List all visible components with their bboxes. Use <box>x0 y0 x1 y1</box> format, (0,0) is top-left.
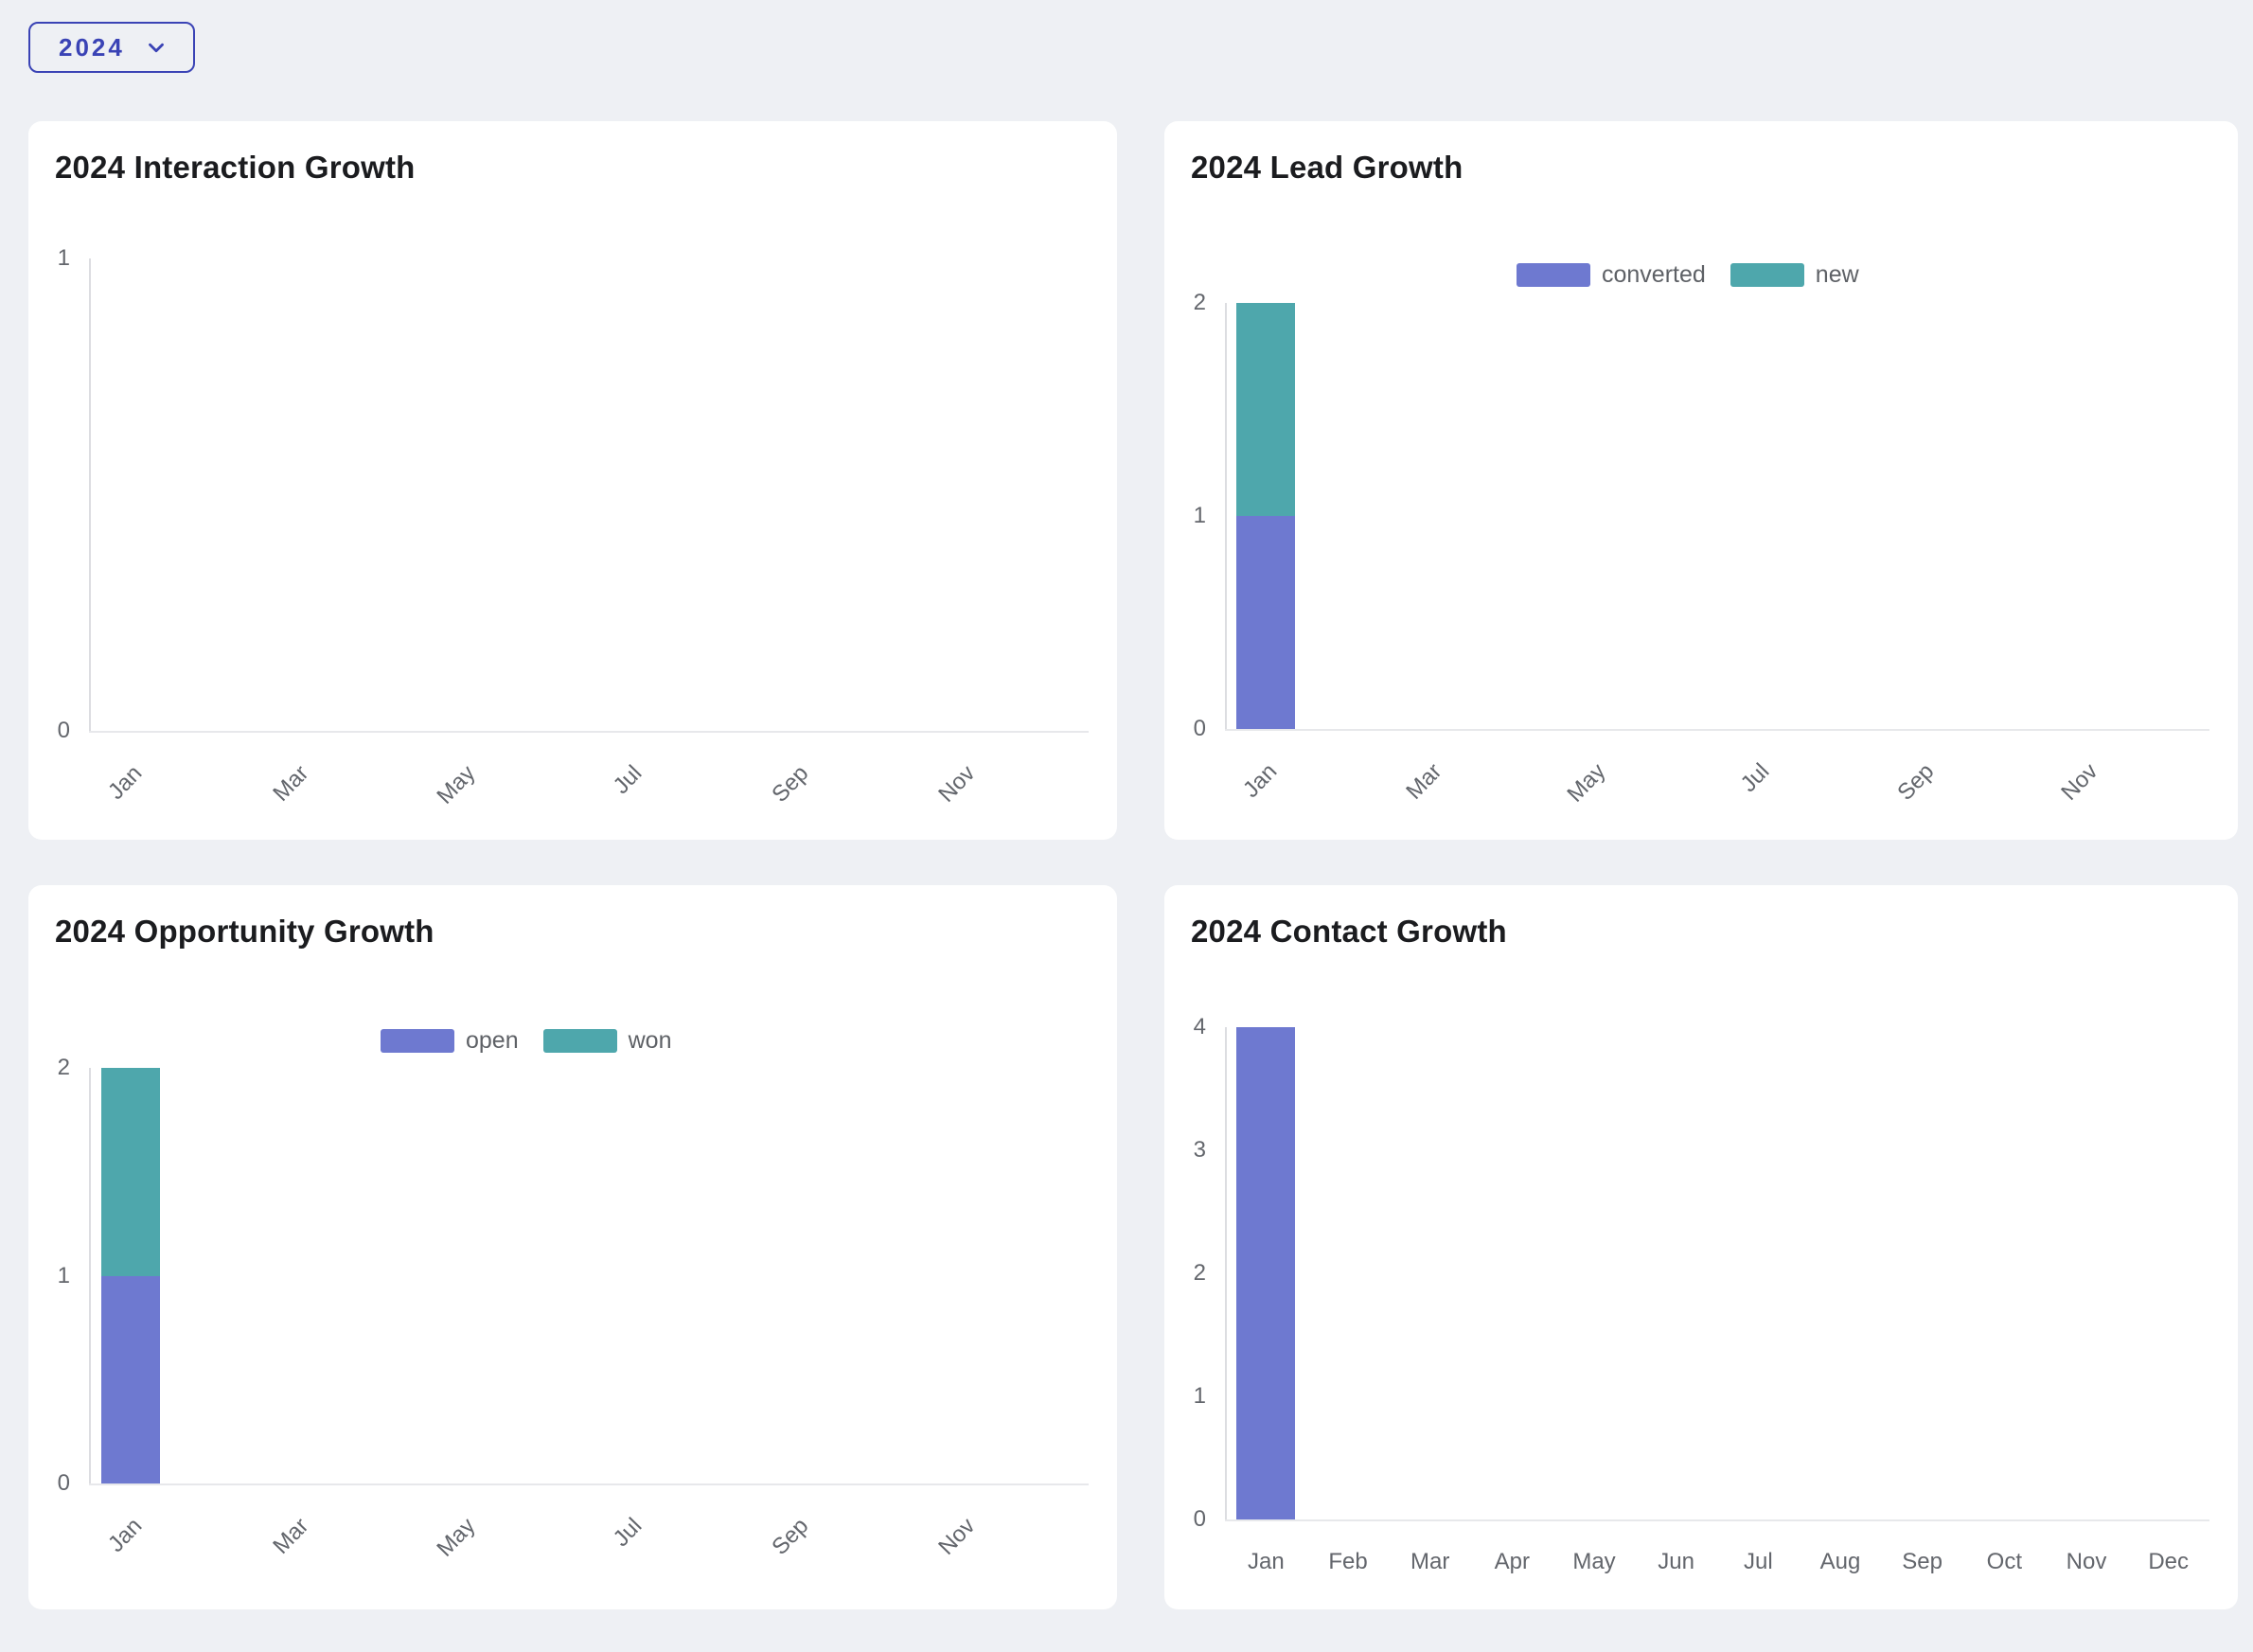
year-filter-dropdown[interactable]: 2024 <box>28 22 195 73</box>
x-tick-label: Sep <box>767 1513 814 1560</box>
legend: open won <box>381 1027 672 1055</box>
chart-title: 2024 Interaction Growth <box>55 150 416 185</box>
x-tick-label: May <box>1562 758 1611 808</box>
y-axis-line <box>89 258 91 731</box>
x-tick-label: Nov <box>933 760 981 808</box>
chart-card-lead-growth: 2024 Lead Growth 0 1 2 Jan Mar May Jul Sep Nov co… <box>1164 121 2238 840</box>
interaction-growth-chart: 0 1 Jan Mar May Jul Sep Nov <box>28 121 1117 840</box>
x-axis-line <box>1225 729 2209 731</box>
x-tick-label: Oct <box>1986 1549 2022 1574</box>
x-axis-line <box>1225 1519 2209 1521</box>
x-tick-label: Jan <box>1238 758 1283 803</box>
legend-item-converted: converted <box>1517 261 1706 289</box>
x-tick-label: Nov <box>933 1513 981 1560</box>
y-tick-label: 0 <box>1193 1506 1206 1532</box>
y-tick-label: 1 <box>57 245 70 271</box>
legend-swatch <box>381 1029 454 1053</box>
x-tick-label: Apr <box>1494 1549 1530 1574</box>
y-tick-label: 1 <box>57 1262 70 1288</box>
chart-card-contact-growth: 2024 Contact Growth 0 1 2 3 4 Jan Feb Mar Apr May… <box>1164 885 2238 1609</box>
legend-swatch <box>1730 263 1804 287</box>
x-tick-label: Nov <box>2066 1549 2107 1574</box>
y-tick-label: 4 <box>1193 1014 1206 1039</box>
bar-Jan[interactable] <box>1236 1027 1296 1519</box>
legend: converted new <box>1517 261 1859 289</box>
x-tick-label: Jul <box>608 1513 648 1553</box>
x-tick-label: Jan <box>103 1513 148 1557</box>
contact-growth-chart: 0 1 2 3 4 Jan Feb Mar Apr May Jun Jul Aug Sep Oct Nov De… <box>1164 885 2238 1609</box>
dashboard-grid: 2024 Interaction Growth 0 1 Jan Mar May Jul Se… <box>28 121 2238 1609</box>
x-tick-label: Jan <box>103 760 148 805</box>
chevron-down-icon <box>148 43 164 53</box>
x-tick-label: Sep <box>1902 1549 1943 1574</box>
y-tick-label: 3 <box>1193 1137 1206 1163</box>
x-tick-label: Mar <box>1410 1549 1450 1574</box>
y-tick-label: 2 <box>57 1055 70 1080</box>
x-tick-label: Jun <box>1658 1549 1694 1574</box>
x-tick-label: May <box>432 760 481 809</box>
y-tick-label: 1 <box>1193 1383 1206 1409</box>
y-tick-label: 0 <box>57 1470 70 1496</box>
chart-card-opportunity-growth: 2024 Opportunity Growth 0 1 2 Jan Mar May Jul S… <box>28 885 1117 1609</box>
legend-item-open: open <box>381 1027 519 1055</box>
y-tick-label: 0 <box>1193 716 1206 741</box>
x-tick-label: Jan <box>1247 1549 1285 1574</box>
x-tick-label: Mar <box>1400 758 1447 805</box>
x-tick-label: Sep <box>767 760 814 808</box>
legend-swatch <box>1517 263 1590 287</box>
bar-Jan-new[interactable] <box>1236 303 1296 516</box>
legend-label: won <box>628 1027 672 1054</box>
x-tick-label: Sep <box>1891 758 1940 806</box>
legend-label: open <box>466 1027 519 1054</box>
legend-label: new <box>1815 261 1859 288</box>
y-tick-label: 2 <box>1193 1260 1206 1286</box>
y-axis-line <box>89 1068 91 1483</box>
x-tick-label: Dec <box>2148 1549 2189 1574</box>
toolbar: 2024 <box>28 22 2238 73</box>
year-filter-value: 2024 <box>59 32 125 62</box>
lead-growth-chart: 0 1 2 Jan Mar May Jul Sep Nov converted new <box>1164 121 2238 840</box>
x-tick-label: Aug <box>1819 1549 1861 1574</box>
bar-Jan-won[interactable] <box>101 1068 160 1276</box>
x-tick-label: May <box>432 1513 481 1562</box>
bar-Jan-open[interactable] <box>101 1275 160 1483</box>
chart-title: 2024 Lead Growth <box>1191 150 1464 185</box>
legend-item-new: new <box>1730 261 1859 289</box>
x-tick-label: Feb <box>1328 1549 1368 1574</box>
chart-card-interaction-growth: 2024 Interaction Growth 0 1 Jan Mar May Jul Se… <box>28 121 1117 840</box>
chart-title: 2024 Contact Growth <box>1191 914 1507 949</box>
x-tick-label: Nov <box>2056 758 2103 806</box>
x-tick-label: Mar <box>268 1513 314 1559</box>
y-tick-label: 0 <box>57 718 70 743</box>
y-axis-line <box>1225 303 1227 729</box>
bar-Jan-converted[interactable] <box>1236 516 1296 729</box>
legend-item-won: won <box>542 1027 672 1055</box>
y-tick-label: 2 <box>1193 290 1206 315</box>
x-tick-label: Jul <box>1743 1549 1773 1574</box>
x-tick-label: Jul <box>1735 758 1775 798</box>
x-tick-label: Jul <box>608 760 648 800</box>
legend-swatch <box>542 1029 617 1053</box>
legend-label: converted <box>1602 261 1706 288</box>
x-axis-line <box>89 1483 1089 1485</box>
opportunity-growth-chart: 0 1 2 Jan Mar May Jul Sep Nov open won <box>28 885 1117 1609</box>
x-axis-line <box>89 731 1089 733</box>
chart-title: 2024 Opportunity Growth <box>55 914 435 949</box>
x-tick-label: Mar <box>268 760 314 807</box>
y-axis-line <box>1225 1027 1227 1519</box>
x-tick-label: May <box>1572 1549 1616 1574</box>
y-tick-label: 1 <box>1193 503 1206 528</box>
